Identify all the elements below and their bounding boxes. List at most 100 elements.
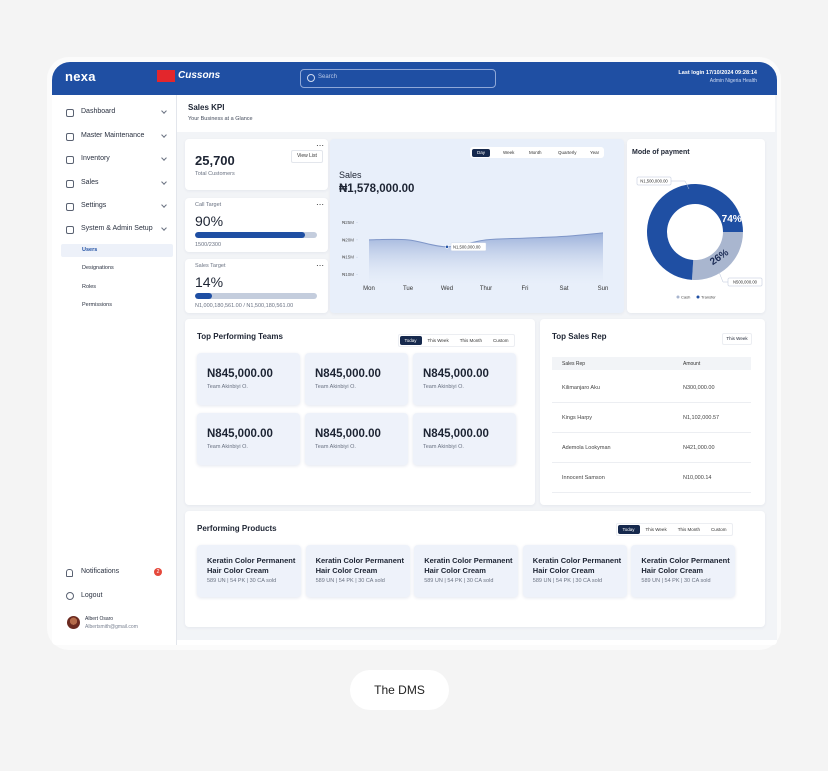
progress-fill: [195, 293, 213, 299]
customers-card: 25,700 Total Customers View List: [185, 139, 328, 190]
callout-leader: [671, 180, 690, 190]
x-tick-label: Tue: [403, 286, 414, 292]
filter-tab[interactable]: This Month: [459, 337, 482, 343]
filter-tab[interactable]: This Week: [645, 526, 667, 532]
submenu-item[interactable]: Designations: [82, 265, 114, 271]
sales-rep-filter[interactable]: This Week: [722, 333, 752, 345]
menu-item[interactable]: Inventory: [81, 155, 110, 162]
filter-tab[interactable]: This Month: [677, 526, 700, 532]
period-tab[interactable]: Day: [472, 148, 491, 157]
submenu-item[interactable]: Permissions: [82, 302, 112, 308]
team-name: Team Akinbiyi O.: [423, 444, 464, 450]
team-card: N845,000.00 Team Akinbiyi O.: [305, 413, 408, 465]
row-divider: [552, 462, 751, 463]
product-card: Keratin Color Permanent Hair Color Cream…: [197, 545, 301, 597]
legend-label: Cash: [681, 295, 690, 300]
period-tab[interactable]: Week: [503, 149, 515, 155]
product-detail: 589 UN | 54 PK | 30 CA sold: [207, 578, 277, 584]
product-name: Keratin Color Permanent Hair Color Cream: [532, 556, 622, 575]
page-header-bg: [177, 95, 775, 132]
view-list-button[interactable]: View List: [291, 150, 323, 163]
customers-value: 25,700: [195, 153, 235, 168]
team-name: Team Akinbiyi O.: [315, 384, 356, 390]
menu-item[interactable]: Settings: [81, 202, 107, 209]
column-header: Amount: [683, 361, 701, 367]
team-amount: N845,000.00: [423, 428, 489, 440]
legend-dot: [676, 295, 680, 299]
x-tick-label: Sun: [598, 286, 609, 292]
menu-icon: [66, 109, 74, 117]
payment-title: Mode of payment: [632, 149, 690, 156]
product-detail: 589 UN | 54 PK | 30 CA sold: [641, 578, 711, 584]
logout-icon: [66, 592, 74, 600]
teams-card: Top Performing Teams Today This Week This M…: [185, 319, 535, 505]
menu-icon: [66, 226, 74, 234]
product-card: Keratin Color Permanent Hair Color Cream…: [522, 545, 627, 597]
products-title: Performing Products: [197, 524, 277, 533]
team-card: N845,000.00 Team Akinbiyi O.: [197, 413, 300, 465]
team-name: Team Akinbiyi O.: [207, 384, 248, 390]
more-menu[interactable]: ⋯: [316, 141, 324, 150]
filter-tab[interactable]: Custom: [492, 337, 509, 343]
period-tab[interactable]: Quarterly: [558, 149, 577, 155]
filter-tab[interactable]: Today: [399, 335, 422, 345]
sales-area: [369, 232, 603, 285]
sales-title: Sales: [339, 170, 362, 180]
notification-badge: 2: [154, 568, 162, 576]
x-tick-label: Wed: [441, 286, 453, 292]
team-amount: N845,000.00: [207, 428, 273, 440]
table-cell: N1,102,000.57: [683, 415, 720, 421]
menu-item[interactable]: Dashboard: [81, 108, 116, 115]
annotation-box: [450, 242, 487, 251]
partner-logo: Cussons: [178, 70, 221, 81]
filter-group: Today This Week This Month Custom: [398, 334, 515, 347]
period-tab[interactable]: Month: [529, 149, 542, 155]
period-tabs: Day Week Month Quarterly Year: [470, 147, 604, 158]
y-tick-label: ₦10M: [342, 272, 354, 277]
team-amount: N845,000.00: [423, 368, 489, 380]
more-menu[interactable]: ⋯: [316, 261, 324, 270]
team-card: N845,000.00 Team Akinbiyi O.: [197, 353, 300, 405]
notification-icon: [66, 569, 73, 577]
payment-donut: 26%N500,000.00Cash74%N1,500,000.00Transf…: [636, 176, 763, 300]
product-card: Keratin Color Permanent Hair Color Cream…: [414, 545, 519, 597]
menu-item[interactable]: System & Admin Setup: [81, 225, 153, 232]
team-name: Team Akinbiyi O.: [423, 384, 464, 390]
table-cell: N300,000.00: [683, 385, 715, 391]
last-login: Last login 17/10/2024 09:28:14: [678, 70, 757, 76]
filter-tab[interactable]: Today: [617, 524, 640, 534]
brand-logo: nexa: [65, 69, 96, 84]
team-name: Team Akinbiyi O.: [207, 444, 248, 450]
customers-label: Total Customers: [195, 171, 235, 177]
submenu-item[interactable]: Roles: [82, 284, 97, 290]
target-detail: N1,000,180,561.00 / N1,500,180,561.00: [195, 303, 294, 309]
sales-line-chart: ₦25M ₦20M ₦15M ₦10M Mon Tue Wed Thur Fri Sat Sun N1…: [342, 220, 609, 292]
table-cell: Innocent Samson: [562, 475, 605, 481]
menu-item[interactable]: Master Maintenance: [81, 132, 145, 139]
search-box[interactable]: Search: [300, 69, 496, 88]
table-cell: Kilimanjaro Aku: [562, 385, 600, 391]
notifications[interactable]: Notifications: [81, 568, 120, 575]
filter-tab[interactable]: Custom: [710, 526, 727, 532]
sales-total: ₦1,578,000.00: [339, 183, 415, 195]
submenu-item[interactable]: Users: [82, 247, 98, 253]
table-cell: N421,000.00: [683, 445, 715, 451]
target-percent: 90%: [195, 213, 224, 229]
org-name: Admin Nigeria Health: [709, 78, 757, 84]
more-menu[interactable]: ⋯: [316, 200, 324, 209]
table-cell: N10,000.14: [683, 475, 712, 481]
period-tab[interactable]: Year: [590, 149, 600, 155]
call_target-card: Call Target 90% 1500/2300: [185, 198, 328, 252]
filter-group: Today This Week This Month Custom: [616, 523, 733, 536]
column-header: Sales Rep: [562, 361, 586, 367]
search-placeholder: Search: [318, 74, 338, 80]
menu-item[interactable]: Sales: [81, 179, 99, 186]
filter-tab[interactable]: This Week: [427, 337, 449, 343]
logout[interactable]: Logout: [81, 592, 103, 599]
progress-track: [195, 232, 317, 238]
product-detail: 589 UN | 54 PK | 30 CA sold: [424, 578, 494, 584]
target-percent: 14%: [195, 274, 224, 290]
legend-label: Transfer: [701, 295, 716, 300]
sales-rep-title: Top Sales Rep: [552, 332, 607, 341]
